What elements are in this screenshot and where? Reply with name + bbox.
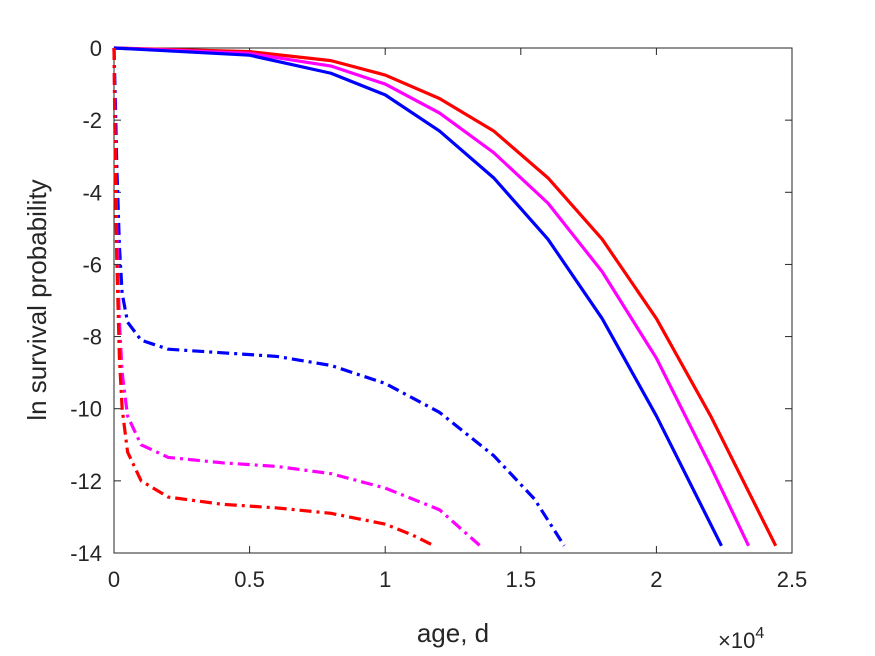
y-axis-label: ln survival probability	[22, 179, 52, 420]
x-tick-label: 0.5	[234, 567, 265, 592]
x-tick-label: 0	[108, 567, 120, 592]
y-tick-label: -12	[70, 469, 102, 494]
x-tick-label: 1	[379, 567, 391, 592]
plot-area	[113, 47, 793, 554]
x-multiplier-base: ×10	[718, 628, 755, 653]
x-tick-label: 2.5	[777, 567, 808, 592]
x-tick-label: 1.5	[506, 567, 537, 592]
x-axis-multiplier: ×104	[718, 625, 764, 653]
x-axis-label: age, d	[417, 618, 489, 648]
series-line-solid-0	[113, 46, 778, 547]
y-tick-label: 0	[90, 36, 102, 61]
series-line-dashdot-3	[112, 47, 566, 547]
series-line-dashdot-5	[112, 47, 435, 548]
y-tick-label: -8	[82, 325, 102, 350]
x-tick-label: 2	[650, 567, 662, 592]
x-axis-ticks: 0 0.5 1 1.5 2 2.5	[108, 48, 807, 592]
y-tick-label: -4	[82, 180, 102, 205]
x-multiplier-exponent: 4	[755, 625, 764, 642]
y-tick-label: -10	[70, 397, 102, 422]
y-axis-ticks: 0 -2 -4 -6 -8 -10 -12 -14	[70, 36, 792, 566]
series-line-solid-1	[113, 46, 751, 547]
y-tick-label: -6	[82, 252, 102, 277]
y-tick-label: -14	[70, 541, 102, 566]
series-lines	[112, 46, 778, 548]
series-line-solid-2	[113, 46, 723, 547]
y-tick-label: -2	[82, 108, 102, 133]
